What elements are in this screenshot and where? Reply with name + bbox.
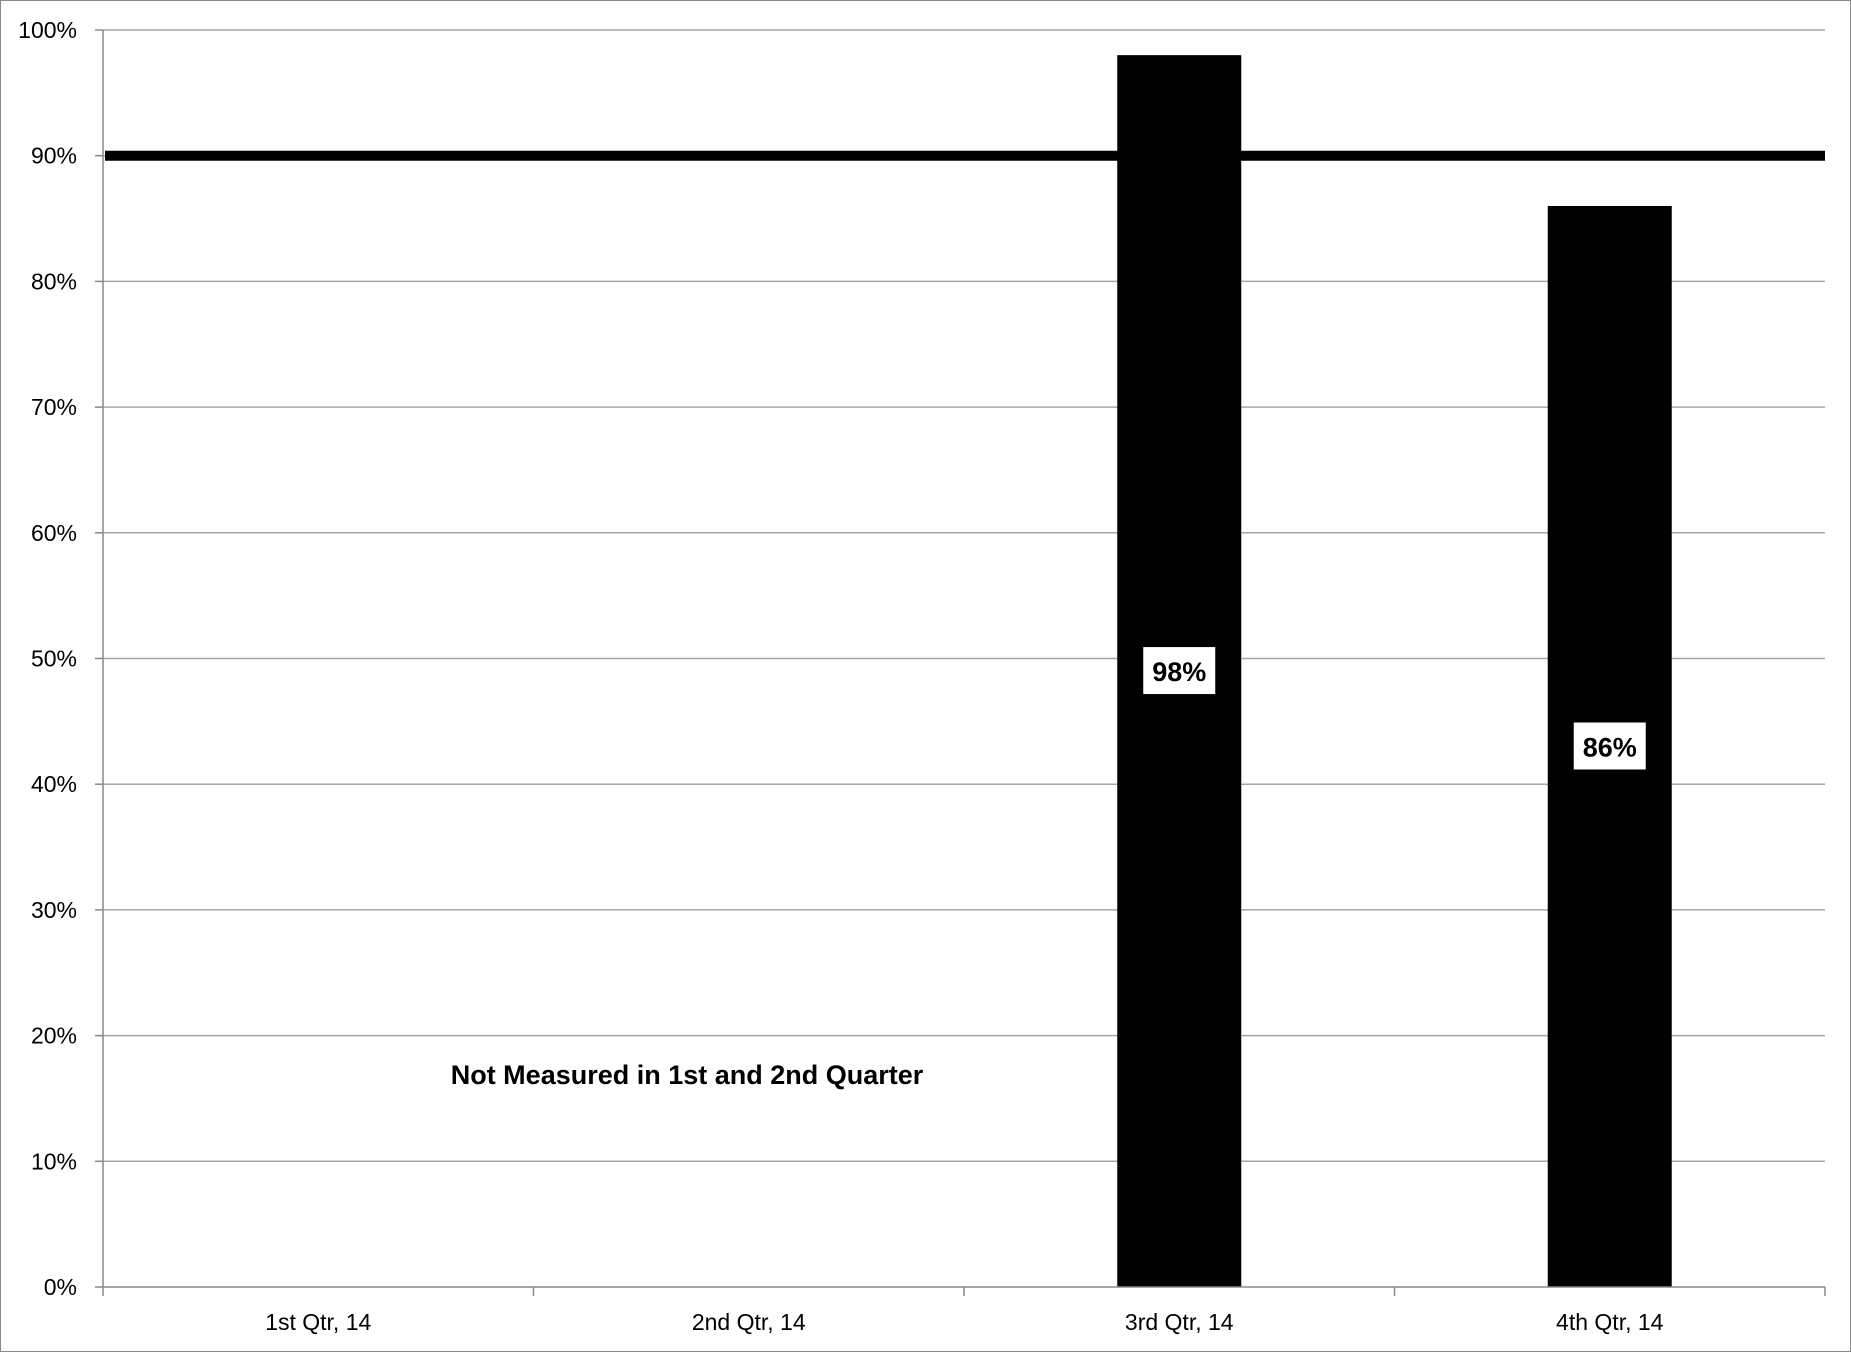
y-tick-label: 60% [31,520,77,546]
x-tick-label: 4th Qtr, 14 [1556,1309,1664,1335]
x-tick-label: 1st Qtr, 14 [265,1309,371,1335]
data-label-box [1143,647,1216,695]
x-tick-label: 3rd Qtr, 14 [1125,1309,1234,1335]
axes: 0% 10% 20% 30% 40% 50% 60% 70% 80% 90% 100% 1st Qtr… [18,17,1826,1335]
data-label-text: 86% [1583,732,1637,762]
y-tick-label: 0% [44,1274,77,1300]
bars [1117,55,1672,1288]
y-tick-label: 80% [31,268,77,294]
y-tick-label: 40% [31,771,77,797]
data-label-4: 86% [1573,722,1646,770]
y-tick-label: 100% [18,17,77,43]
data-labels: 98% 86% [1143,647,1646,770]
y-tick-label: 10% [31,1148,77,1174]
y-tick-label: 90% [31,143,77,169]
data-label-text: 98% [1152,657,1206,687]
data-label-box [1573,722,1646,770]
y-tick-label: 70% [31,394,77,420]
annotation-not-measured: Not Measured in 1st and 2nd Quarter [451,1060,924,1090]
y-tick-label: 30% [31,897,77,923]
data-label-3: 98% [1143,647,1216,695]
x-tick-label: 2nd Qtr, 14 [692,1309,806,1335]
y-tick-label: 50% [31,646,77,672]
y-tick-label: 20% [31,1023,77,1049]
